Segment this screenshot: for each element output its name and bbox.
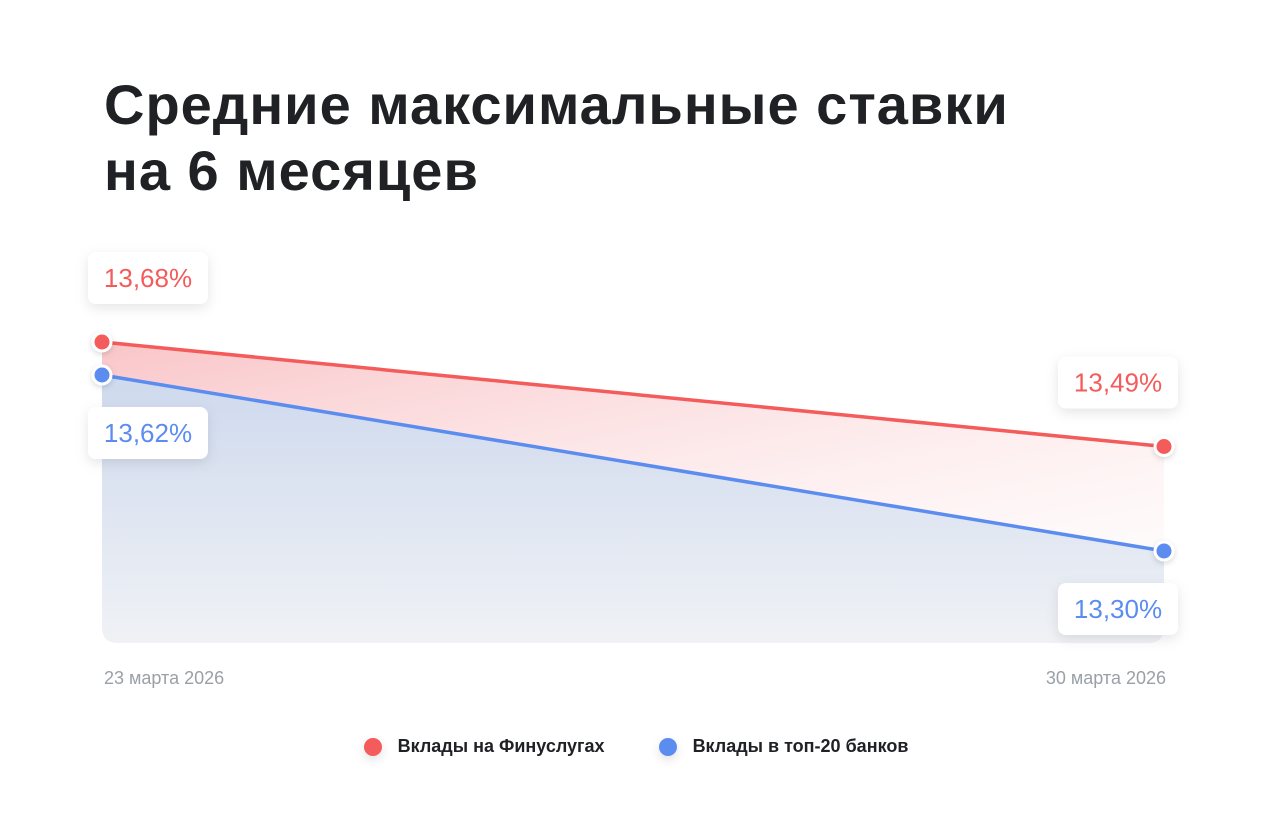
value-label-box: [88, 252, 208, 304]
chart-title: Средние максимальные ставки на 6 месяцев: [104, 72, 1204, 204]
value-label-top20-1: 13,30%: [1058, 583, 1178, 635]
point-finuslugi-1: [1153, 436, 1175, 457]
chart-value-labels: 13,68% 13,49% 13,62% 13,30%: [88, 252, 1178, 635]
point-finuslugi-0: [91, 331, 113, 353]
legend: Вклады на Финуслугах Вклады в топ-20 бан…: [0, 736, 1272, 757]
point-top20-1: [1153, 540, 1175, 562]
x-tick-label-0: 23 марта 2026: [104, 668, 224, 688]
legend-item-top20: Вклады в топ-20 банков: [658, 736, 909, 757]
area-top20: [102, 375, 1164, 643]
chart-title-line-1: Средние максимальные ставки: [104, 73, 1009, 136]
chart-title-line-2: на 6 месяцев: [104, 139, 479, 202]
legend-item-finuslugi: Вклады на Финуслугах: [363, 736, 605, 757]
area-finuslugi: [102, 342, 1164, 551]
value-label-text: 13,62%: [104, 418, 192, 448]
value-label-text: 13,68%: [104, 263, 192, 293]
value-label-box: [88, 407, 208, 459]
point-top20-0: [91, 364, 113, 386]
x-tick-label-1: 30 марта 2026: [1046, 668, 1166, 688]
legend-dot-red-icon: [363, 737, 382, 756]
value-label-box: [1058, 583, 1178, 635]
chart-points: [91, 331, 1175, 562]
chart-areas: [102, 342, 1164, 643]
value-label-box: [1058, 356, 1178, 409]
value-label-finuslugi-1: 13,49%: [1058, 356, 1178, 409]
legend-dot-blue-icon: [658, 737, 677, 756]
line-finuslugi: [100, 340, 1166, 449]
chart-lines: [100, 340, 1166, 553]
value-label-finuslugi-0: 13,68%: [88, 252, 208, 304]
value-label-text: 13,30%: [1074, 594, 1162, 624]
value-label-text: 13,49%: [1074, 368, 1162, 398]
line-top20: [100, 373, 1166, 553]
x-axis: 23 марта 2026 30 марта 2026: [104, 668, 1166, 688]
legend-label-top20: Вклады в топ-20 банков: [692, 736, 909, 756]
value-label-top20-0: 13,62%: [88, 407, 208, 459]
legend-label-finuslugi: Вклады на Финуслугах: [397, 736, 605, 756]
